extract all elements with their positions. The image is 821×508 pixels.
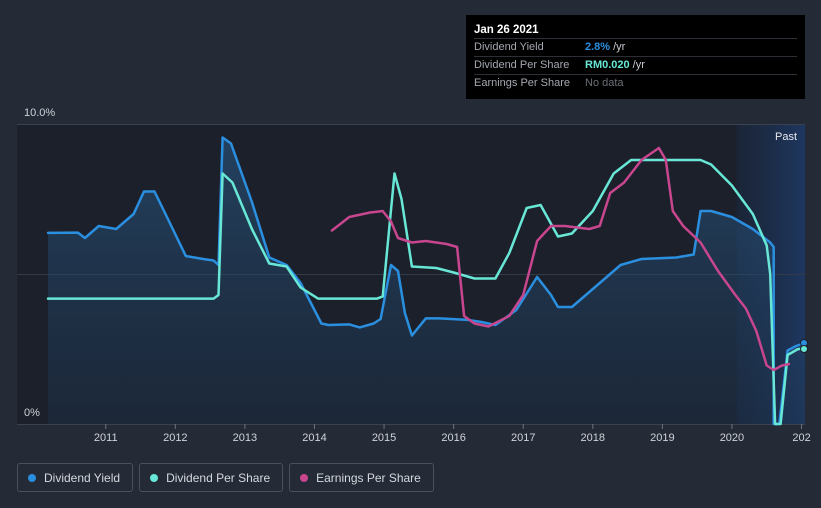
tooltip-row-earnings-per-share: Earnings Per Share No data (474, 74, 797, 92)
x-tick-label: 2013 (233, 432, 257, 444)
tooltip-row-dividend-per-share: Dividend Per Share RM0.020 /yr (474, 56, 797, 74)
tooltip-label: Earnings Per Share (474, 77, 570, 89)
legend-dot-icon (300, 473, 309, 482)
x-tick-label: 2011 (94, 432, 118, 444)
series-line-earnings-per-share (330, 146, 791, 372)
past-label: Past (775, 131, 797, 143)
legend-dot-icon (28, 473, 36, 482)
x-tick-label: 2016 (441, 432, 465, 444)
legend: Dividend Yield Dividend Per Share Earnin… (17, 463, 434, 492)
x-tick-label: 2019 (650, 432, 674, 444)
x-tick-label: 2012 (163, 432, 187, 444)
x-tick-label: 2017 (511, 432, 535, 444)
x-tick-label: 2018 (581, 432, 605, 444)
tooltip-value: RM0.020 (585, 59, 630, 71)
series-line-dividend-yield (46, 136, 807, 426)
series-line-dividend-per-share (46, 158, 807, 426)
tooltip-row-dividend-yield: Dividend Yield 2.8% /yr (474, 38, 797, 56)
tooltip-value: No data (585, 77, 624, 89)
legend-item-dividend-per-share[interactable]: Dividend Per Share (139, 463, 284, 492)
y-axis-top-label: 10.0% (24, 107, 55, 119)
tooltip-value: 2.8% (585, 41, 611, 53)
tooltip-unit: /yr (632, 59, 645, 71)
legend-label: Dividend Yield (44, 470, 121, 485)
y-axis-bottom-label: 0% (24, 407, 40, 419)
series-end-marker (800, 345, 808, 353)
tooltip-label: Dividend Per Share (474, 59, 570, 71)
legend-item-dividend-yield[interactable]: Dividend Yield (17, 463, 134, 492)
series-layer (46, 136, 808, 426)
x-axis-ticks: 2011 2012 2013 2014 2015 2016 2017 2018 2019 2020… (94, 424, 811, 444)
x-tick-label: 2020 (720, 432, 744, 444)
legend-item-earnings-per-share[interactable]: Earnings Per Share (289, 463, 434, 492)
legend-label: Dividend Per Share (166, 470, 271, 485)
tooltip-date: Jan 26 2021 (474, 24, 539, 36)
x-tick-label: 2014 (302, 432, 326, 444)
legend-label: Earnings Per Share (316, 470, 421, 485)
tooltip: Jan 26 2021 Dividend Yield 2.8% /yr Divi… (466, 15, 805, 99)
legend-dot-icon (150, 473, 159, 482)
tooltip-label: Dividend Yield (474, 41, 544, 53)
x-tick-label: 2015 (372, 432, 396, 444)
tooltip-unit: /yr (613, 41, 626, 53)
x-tick-label: 202 (792, 432, 810, 444)
series-area-dividend-yield (48, 137, 805, 424)
